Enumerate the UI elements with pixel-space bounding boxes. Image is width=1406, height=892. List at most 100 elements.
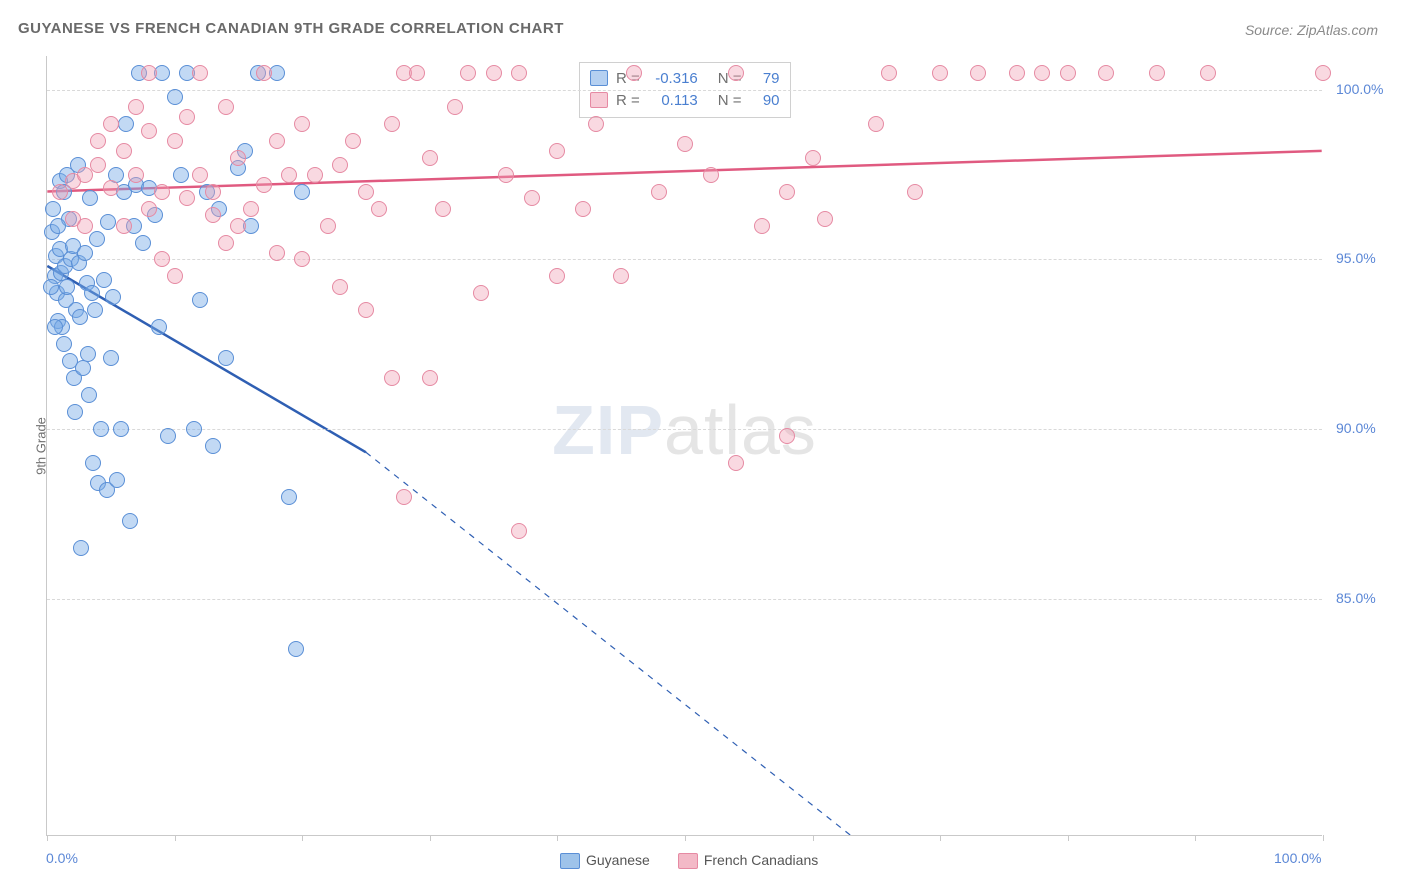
data-point xyxy=(269,133,285,149)
data-point xyxy=(486,65,502,81)
data-point xyxy=(205,184,221,200)
data-point xyxy=(186,421,202,437)
data-point xyxy=(154,251,170,267)
data-point xyxy=(728,65,744,81)
data-point xyxy=(105,289,121,305)
x-tick xyxy=(813,835,814,841)
data-point xyxy=(85,455,101,471)
data-point xyxy=(294,251,310,267)
data-point xyxy=(588,116,604,132)
data-point xyxy=(84,285,100,301)
legend: Guyanese French Canadians xyxy=(560,852,818,869)
data-point xyxy=(1034,65,1050,81)
data-point xyxy=(473,285,489,301)
data-point xyxy=(173,167,189,183)
data-point xyxy=(90,157,106,173)
data-point xyxy=(396,489,412,505)
data-point xyxy=(779,428,795,444)
data-point xyxy=(116,143,132,159)
data-point xyxy=(970,65,986,81)
data-point xyxy=(167,268,183,284)
data-point xyxy=(358,184,374,200)
data-point xyxy=(128,167,144,183)
data-point xyxy=(45,201,61,217)
legend-label: Guyanese xyxy=(586,852,650,868)
data-point xyxy=(358,302,374,318)
gridline xyxy=(47,429,1322,430)
data-point xyxy=(230,218,246,234)
data-point xyxy=(881,65,897,81)
stat-r-value: -0.316 xyxy=(648,70,698,87)
data-point xyxy=(281,167,297,183)
data-point xyxy=(82,190,98,206)
data-point xyxy=(384,370,400,386)
data-point xyxy=(817,211,833,227)
data-point xyxy=(511,65,527,81)
y-tick-label: 100.0% xyxy=(1336,81,1383,97)
data-point xyxy=(613,268,629,284)
data-point xyxy=(167,133,183,149)
data-point xyxy=(179,190,195,206)
data-point xyxy=(626,65,642,81)
data-point xyxy=(43,279,59,295)
data-point xyxy=(524,190,540,206)
data-point xyxy=(160,428,176,444)
x-tick xyxy=(685,835,686,841)
gridline xyxy=(47,599,1322,600)
source-citation: Source: ZipAtlas.com xyxy=(1245,22,1378,38)
data-point xyxy=(754,218,770,234)
data-point xyxy=(122,513,138,529)
data-point xyxy=(498,167,514,183)
data-point xyxy=(93,421,109,437)
data-point xyxy=(87,302,103,318)
data-point xyxy=(205,438,221,454)
y-tick-label: 90.0% xyxy=(1336,420,1376,436)
data-point xyxy=(59,279,75,295)
data-point xyxy=(96,272,112,288)
data-point xyxy=(422,150,438,166)
stats-row: R =-0.316N =79 xyxy=(590,67,780,89)
y-tick-label: 85.0% xyxy=(1336,590,1376,606)
gridline xyxy=(47,90,1322,91)
data-point xyxy=(384,116,400,132)
data-point xyxy=(151,319,167,335)
data-point xyxy=(1200,65,1216,81)
x-tick xyxy=(1068,835,1069,841)
data-point xyxy=(77,218,93,234)
data-point xyxy=(677,136,693,152)
data-point xyxy=(72,309,88,325)
data-point xyxy=(728,455,744,471)
data-point xyxy=(805,150,821,166)
data-point xyxy=(307,167,323,183)
data-point xyxy=(332,279,348,295)
legend-swatch xyxy=(678,853,698,869)
data-point xyxy=(47,319,63,335)
data-point xyxy=(549,143,565,159)
data-point xyxy=(294,184,310,200)
data-point xyxy=(67,404,83,420)
data-point xyxy=(868,116,884,132)
legend-item: French Canadians xyxy=(678,852,818,869)
data-point xyxy=(192,65,208,81)
data-point xyxy=(256,65,272,81)
data-point xyxy=(1009,65,1025,81)
data-point xyxy=(320,218,336,234)
data-point xyxy=(549,268,565,284)
data-point xyxy=(932,65,948,81)
data-point xyxy=(135,235,151,251)
data-point xyxy=(116,218,132,234)
x-tick xyxy=(1195,835,1196,841)
series-swatch xyxy=(590,92,608,108)
data-point xyxy=(218,235,234,251)
data-point xyxy=(651,184,667,200)
data-point xyxy=(1098,65,1114,81)
data-point xyxy=(179,109,195,125)
x-tick xyxy=(302,835,303,841)
x-tick xyxy=(557,835,558,841)
data-point xyxy=(109,472,125,488)
stat-label: R = xyxy=(616,92,640,109)
data-point xyxy=(100,214,116,230)
data-point xyxy=(907,184,923,200)
series-swatch xyxy=(590,70,608,86)
stats-row: R =0.113N =90 xyxy=(590,89,780,111)
